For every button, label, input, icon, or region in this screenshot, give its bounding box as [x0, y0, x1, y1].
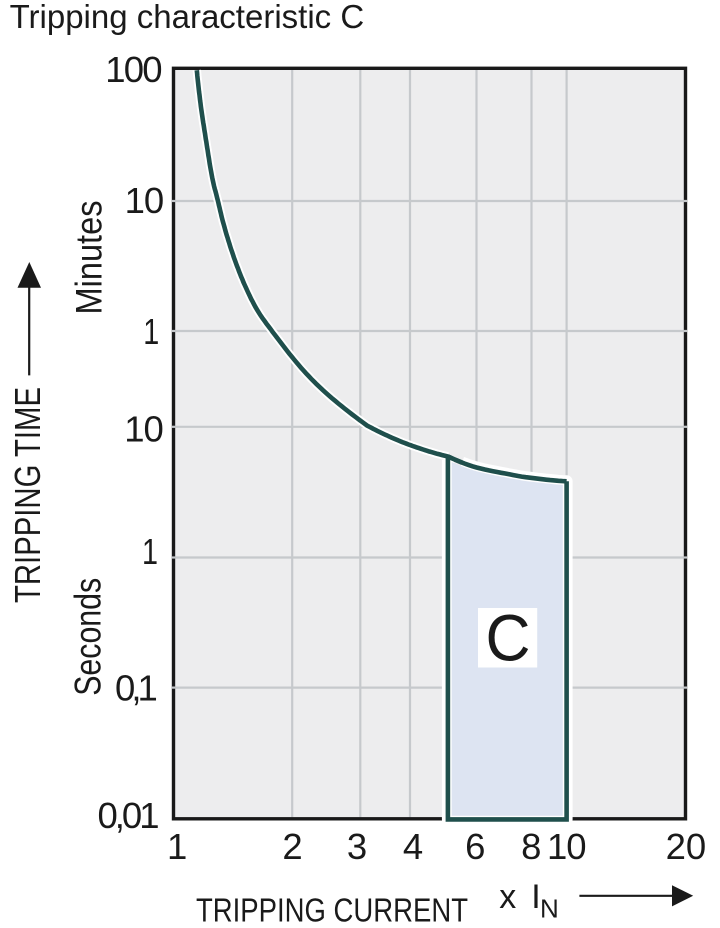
svg-text:8: 8 [521, 826, 541, 867]
svg-text:1: 1 [143, 311, 159, 352]
svg-text:100: 100 [105, 49, 161, 90]
svg-text:2: 2 [282, 826, 302, 867]
svg-text:3: 3 [347, 826, 367, 867]
svg-text:Minutes: Minutes [69, 201, 110, 315]
svg-text:10: 10 [125, 180, 164, 221]
svg-text:C: C [486, 601, 531, 675]
svg-text:10: 10 [547, 826, 586, 867]
svg-text:20: 20 [666, 826, 707, 867]
svg-text:4: 4 [403, 826, 423, 867]
svg-text:N: N [540, 894, 559, 924]
svg-text:TRIPPING CURRENT: TRIPPING CURRENT [196, 893, 468, 928]
svg-text:6: 6 [465, 826, 485, 867]
svg-text:1: 1 [167, 826, 187, 867]
svg-text:0,1: 0,1 [115, 668, 156, 709]
svg-text:x: x [499, 878, 516, 916]
svg-text:Seconds: Seconds [67, 578, 108, 696]
svg-text:1: 1 [142, 531, 158, 572]
svg-text:Tripping characteristic C: Tripping characteristic C [10, 0, 365, 35]
svg-text:0,01: 0,01 [97, 795, 158, 836]
svg-text:I: I [531, 878, 540, 916]
svg-text:TRIPPING TIME: TRIPPING TIME [7, 387, 48, 603]
svg-text:10: 10 [124, 408, 163, 449]
